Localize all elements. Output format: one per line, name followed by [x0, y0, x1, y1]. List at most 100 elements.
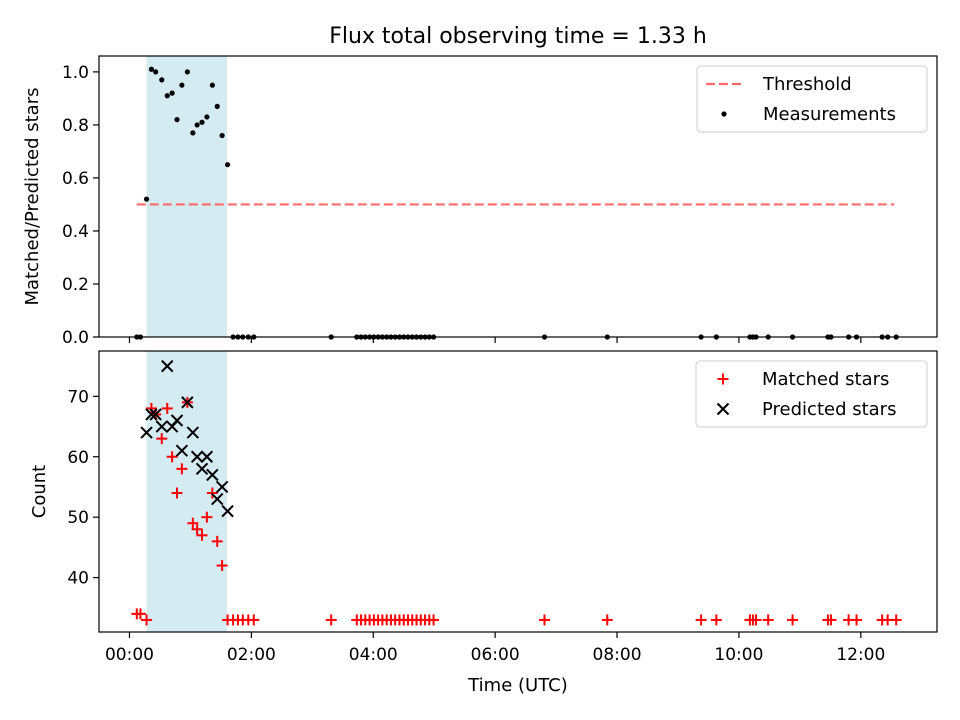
bottom-highlight-span — [146, 351, 227, 632]
measurementspoint — [164, 93, 170, 99]
measurementspoint — [179, 82, 185, 88]
top-ytick-label: 1.0 — [62, 63, 89, 83]
predicted-starspoint — [149, 408, 162, 421]
predicted-starspoint-b — [181, 396, 194, 409]
bottom-legend: Matched stars Predicted stars — [695, 360, 928, 428]
matched-starspoint — [191, 523, 203, 535]
predicted-starspoint — [140, 426, 153, 439]
top-legend-box — [696, 65, 928, 133]
bottom-y-axis-label: Count — [29, 465, 50, 518]
legend-matched-stars-swatch — [717, 373, 729, 385]
top-axis-ticks: 0.0 0.2 0.4 0.6 0.8 1.0 — [62, 63, 862, 348]
matched-starspoint — [166, 451, 178, 463]
top-ytick-label: 0.0 — [62, 328, 89, 348]
measurementspoint — [214, 103, 220, 109]
matched-starspoint — [890, 614, 902, 626]
bottom-legend-box — [695, 360, 928, 428]
bottom-axes-frame — [98, 350, 938, 633]
measurementspoint — [199, 119, 205, 125]
predicted-starspoint — [181, 396, 194, 409]
matched-starspoint — [710, 614, 722, 626]
predicted-starspoint — [195, 462, 209, 476]
bottom-ytick-label: 40 — [67, 569, 89, 589]
matched-starspoint — [750, 614, 762, 626]
matched-starspoint — [428, 614, 440, 626]
top-highlight-span — [146, 56, 227, 337]
predicted-starspoint — [186, 426, 200, 439]
xtick-label: 10:00 — [714, 645, 763, 665]
predicted-starspoint — [221, 504, 234, 518]
measurementspoint — [143, 196, 150, 202]
matched-starspoint — [196, 529, 208, 541]
predicted-starspoint-b — [155, 420, 168, 433]
matched-starspoint — [134, 608, 146, 620]
predicted-starspoint-b — [170, 414, 184, 427]
matched-starspoint — [171, 487, 183, 499]
legend-predicted-stars-swatch — [716, 402, 730, 416]
chart-title: Flux total observing time = 1.33 h — [329, 24, 707, 49]
matched-starspoint — [145, 402, 157, 414]
xtick-label: 04:00 — [349, 645, 398, 665]
predicted-starspoint — [211, 492, 224, 506]
xtick-label: 08:00 — [593, 645, 642, 665]
top-ytick-label: 0.4 — [62, 222, 89, 242]
predicted-starspoint-b — [145, 408, 158, 421]
matched-starspoint — [187, 517, 199, 529]
xtick-label: 00:00 — [105, 645, 154, 665]
matched-starspoint — [248, 614, 260, 626]
predicted-starspoint-b — [190, 450, 204, 463]
predicted-starspoint — [206, 468, 219, 482]
predicted-starspoint — [155, 420, 168, 433]
top-panel: 0.0 0.2 0.4 0.6 0.8 1.0 Matched/Predicted sta… — [22, 55, 938, 348]
measurementspoint — [224, 162, 231, 168]
matched-starspoint — [601, 614, 613, 626]
matched-starspoint — [762, 614, 774, 626]
top-axes-frame — [98, 55, 938, 338]
predicted-starspoint-b — [161, 359, 174, 373]
bottom-data-marks — [131, 359, 902, 626]
matched-starspoint — [156, 433, 168, 445]
top-highlight-rect — [146, 56, 227, 337]
matched-starspoint — [787, 614, 799, 626]
matched-starspoint — [201, 511, 213, 523]
bottom-axis-ticks: 40 50 60 70 00:00 02:00 04:00 06:00 08:00 10:00 12… — [67, 387, 885, 665]
measurementspoint — [219, 132, 225, 139]
matched-starspoint — [176, 463, 188, 475]
measurementspoint — [194, 122, 200, 128]
matched-starspoint — [325, 614, 337, 626]
bottom-ytick-label: 70 — [67, 387, 89, 407]
measurementspoint — [209, 82, 215, 88]
xtick-label: 12:00 — [836, 645, 885, 665]
matched-starspoint — [141, 614, 153, 626]
legend-predicted-stars-label: Predicted stars — [762, 399, 896, 420]
xtick-label: 02:00 — [227, 645, 276, 665]
bottom-panel: 40 50 60 70 00:00 02:00 04:00 06:00 08:00 10:00 12… — [29, 350, 938, 696]
matched-starspoint — [695, 614, 707, 626]
legend-threshold-label: Threshold — [762, 74, 852, 95]
predicted-starspoint — [161, 359, 174, 373]
measurementspoint — [169, 90, 175, 96]
predicted-starspoint — [215, 480, 229, 494]
predicted-starspoint — [145, 408, 158, 421]
measurementspoint — [174, 117, 180, 123]
predicted-starspoint-b — [140, 426, 153, 439]
predicted-starspoint — [200, 450, 214, 463]
predicted-starspoint-b — [200, 450, 214, 463]
legend-measurements-swatch — [721, 111, 727, 117]
bottom-highlight-rect — [146, 351, 227, 632]
predicted-starspoint-b — [206, 468, 219, 482]
predicted-starspoint — [170, 414, 184, 427]
measurementspoint — [190, 130, 196, 136]
top-y-axis-label: Matched/Predicted stars — [22, 88, 43, 306]
predicted-starspoint-b — [149, 408, 162, 421]
predicted-starspoint-b — [215, 480, 229, 494]
matched-starspoint — [211, 535, 223, 547]
matched-starspoint — [539, 614, 551, 626]
predicted-starspoint — [175, 444, 189, 457]
x-axis-label: Time (UTC) — [467, 675, 568, 696]
legend-predicted-stars-swatch-b — [716, 402, 730, 416]
matched-starspoint — [851, 614, 863, 626]
top-ytick-label: 0.8 — [62, 116, 89, 136]
matched-starspoint — [825, 614, 837, 626]
